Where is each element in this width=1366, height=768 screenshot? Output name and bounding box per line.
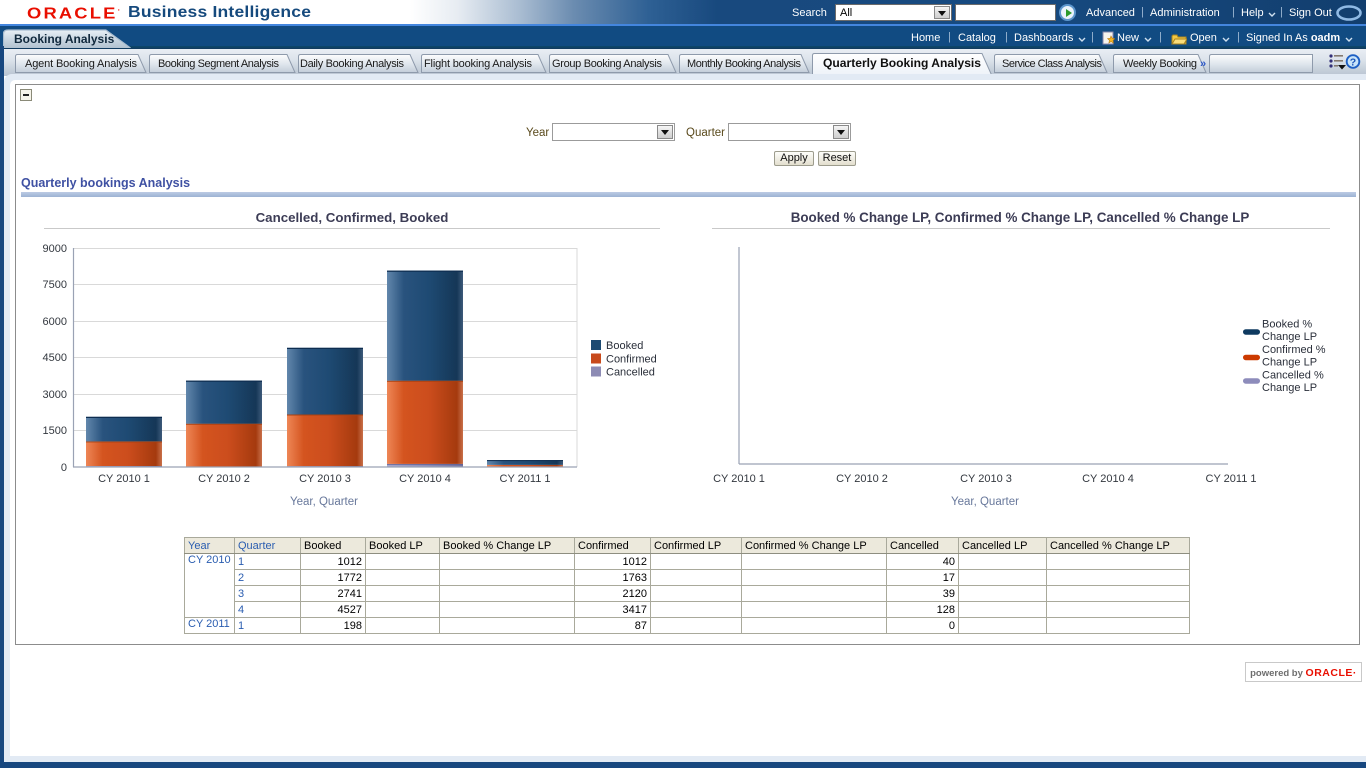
svg-text:»: » xyxy=(1200,58,1206,70)
svg-text:Change LP: Change LP xyxy=(1262,382,1317,394)
svg-text:Booked: Booked xyxy=(606,340,643,352)
svg-text:Group Booking Analysis: Group Booking Analysis xyxy=(552,58,663,70)
svg-text:3000: 3000 xyxy=(43,389,67,401)
svg-text:Confirmed: Confirmed xyxy=(606,354,657,366)
svg-text:7500: 7500 xyxy=(43,279,67,291)
svg-text:Flight booking Analysis: Flight booking Analysis xyxy=(424,58,533,70)
svg-text:CY 2010 3: CY 2010 3 xyxy=(960,473,1012,485)
svg-text:Booked %: Booked % xyxy=(1262,319,1312,331)
svg-text:Change LP: Change LP xyxy=(1262,357,1317,369)
svg-text:CY 2010 4: CY 2010 4 xyxy=(1082,473,1134,485)
svg-text:Year, Quarter: Year, Quarter xyxy=(951,496,1019,508)
svg-text:9000: 9000 xyxy=(43,243,67,255)
svg-text:Confirmed %: Confirmed % xyxy=(1262,344,1326,356)
svg-text:Daily Booking Analysis: Daily Booking Analysis xyxy=(300,58,405,70)
svg-text:Booking Segment Analysis: Booking Segment Analysis xyxy=(158,58,280,70)
svg-text:CY 2010 2: CY 2010 2 xyxy=(836,473,888,485)
svg-text:CY 2010 4: CY 2010 4 xyxy=(399,473,451,485)
svg-text:0: 0 xyxy=(61,462,67,474)
svg-text:Agent Booking Analysis: Agent Booking Analysis xyxy=(25,58,138,70)
svg-text:Cancelled: Cancelled xyxy=(606,367,655,379)
svg-text:Weekly Booking: Weekly Booking xyxy=(1123,58,1197,70)
svg-text:Change LP: Change LP xyxy=(1262,331,1317,343)
svg-text:Quarterly Booking Analysis: Quarterly Booking Analysis xyxy=(823,58,981,70)
svg-text:CY 2010 1: CY 2010 1 xyxy=(713,473,765,485)
svg-text:CY 2010 2: CY 2010 2 xyxy=(198,473,250,485)
svg-text:Monthly Booking Analysis: Monthly Booking Analysis xyxy=(687,58,802,70)
svg-text:CY 2011 1: CY 2011 1 xyxy=(500,473,551,485)
svg-text:6000: 6000 xyxy=(43,316,67,328)
svg-text:Service Class Analysis: Service Class Analysis xyxy=(1002,58,1103,70)
svg-text:Cancelled %: Cancelled % xyxy=(1262,370,1324,382)
svg-text:Cancelled, Confirmed, Booked: Cancelled, Confirmed, Booked xyxy=(256,210,449,225)
svg-text:Booked % Change LP, Confirmed: Booked % Change LP, Confirmed % Change L… xyxy=(791,210,1250,225)
svg-text:CY 2010 1: CY 2010 1 xyxy=(98,473,150,485)
svg-text:1500: 1500 xyxy=(43,425,67,437)
svg-text:CY 2010 3: CY 2010 3 xyxy=(299,473,351,485)
svg-text:Booking Analysis: Booking Analysis xyxy=(14,32,115,46)
svg-text:Year, Quarter: Year, Quarter xyxy=(290,496,358,508)
svg-text:?: ? xyxy=(1350,57,1356,69)
svg-text:CY 2011 1: CY 2011 1 xyxy=(1206,473,1257,485)
svg-text:4500: 4500 xyxy=(43,352,67,364)
